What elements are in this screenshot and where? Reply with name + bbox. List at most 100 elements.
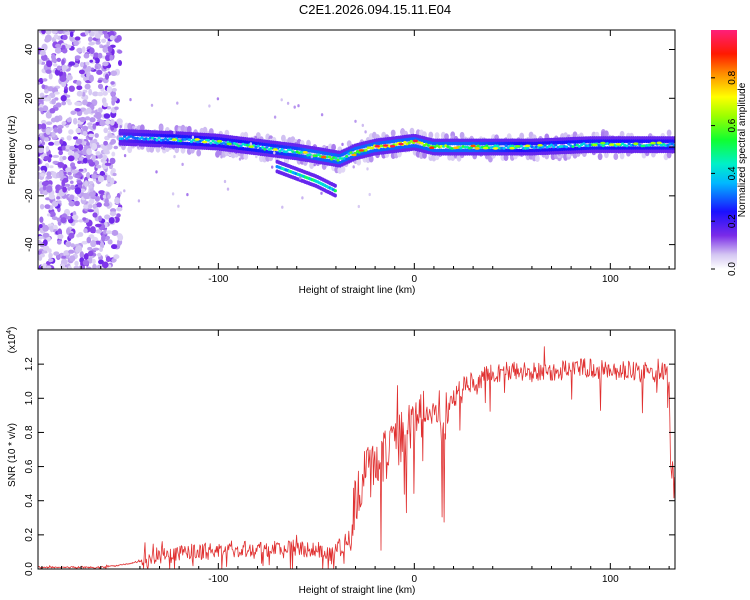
heatmap-cell bbox=[53, 140, 61, 146]
heatmap-cell bbox=[379, 147, 383, 152]
heatmap-cell bbox=[302, 151, 308, 154]
heatmap-cell bbox=[472, 151, 476, 156]
heatmap-cell bbox=[44, 137, 50, 142]
heatmap-cell bbox=[102, 61, 109, 67]
heatmap-cell bbox=[577, 136, 582, 141]
heatmap-cell bbox=[216, 139, 223, 143]
heatmap-cell bbox=[76, 234, 80, 238]
heatmap-cell bbox=[452, 138, 457, 143]
heatmap-cell bbox=[522, 141, 525, 146]
heatmap-cell bbox=[634, 146, 638, 150]
heatmap-cell bbox=[511, 151, 515, 156]
heatmap-cell bbox=[87, 122, 93, 126]
heatmap-cell bbox=[295, 146, 299, 151]
heatmap-cell bbox=[435, 141, 439, 146]
heatmap-cell bbox=[465, 148, 469, 153]
heatmap-cell bbox=[95, 151, 101, 156]
heatmap-cell bbox=[69, 194, 75, 201]
heatmap-cell bbox=[573, 140, 577, 144]
heatmap-cell bbox=[173, 155, 176, 159]
heatmap-cell bbox=[334, 156, 338, 160]
heatmap-cell bbox=[254, 148, 258, 153]
x-tick-label: -100 bbox=[208, 274, 228, 285]
heatmap-cell bbox=[39, 203, 45, 210]
heatmap-cell bbox=[38, 153, 41, 157]
heatmap-cell bbox=[552, 140, 556, 145]
heatmap-cell bbox=[273, 151, 276, 155]
heatmap-cell bbox=[500, 151, 504, 156]
heatmap-cell bbox=[52, 63, 58, 67]
snr-frame bbox=[37, 329, 676, 570]
heatmap-cell bbox=[146, 133, 150, 137]
heatmap-cell bbox=[599, 146, 603, 150]
heatmap-cell bbox=[651, 146, 655, 150]
heatmap-cell bbox=[120, 137, 125, 141]
heatmap-cell bbox=[43, 97, 50, 102]
heatmap-cell bbox=[506, 141, 510, 146]
heatmap-cell bbox=[97, 175, 105, 183]
heatmap-cell bbox=[54, 91, 60, 95]
heatmap-cell bbox=[517, 148, 521, 153]
heatmap-cell bbox=[588, 143, 592, 147]
heatmap-cell bbox=[595, 148, 599, 154]
heatmap-cell bbox=[68, 200, 76, 207]
heatmap-cell bbox=[62, 155, 67, 161]
heatmap-cell bbox=[485, 144, 489, 148]
heatmap-cell bbox=[304, 148, 308, 152]
x-tick-label: 100 bbox=[602, 274, 619, 285]
heatmap-cell bbox=[202, 140, 208, 144]
heatmap-cell bbox=[463, 148, 467, 153]
heatmap-cell bbox=[474, 147, 480, 150]
heatmap-cell bbox=[309, 162, 314, 169]
heatmap-cell bbox=[310, 155, 314, 159]
heatmap-cell bbox=[94, 65, 99, 70]
heatmap-cell bbox=[187, 138, 191, 142]
heatmap-cell bbox=[614, 139, 618, 143]
heatmap-cell bbox=[157, 133, 161, 138]
heatmap-cell bbox=[171, 192, 175, 196]
heatmap-cell bbox=[41, 181, 49, 187]
heatmap-cell bbox=[48, 253, 53, 258]
heatmap-cell bbox=[354, 119, 357, 123]
heatmap-cell bbox=[334, 160, 338, 164]
heatmap-cell bbox=[80, 73, 85, 78]
heatmap-cell bbox=[51, 58, 57, 63]
heatmap-cell bbox=[117, 60, 123, 66]
heatmap-cell bbox=[496, 138, 500, 143]
heatmap-cell bbox=[368, 192, 371, 197]
heatmap-cell bbox=[109, 119, 115, 126]
heatmap-cell bbox=[603, 146, 607, 150]
heatmap-cell bbox=[470, 148, 474, 153]
heatmap-cell bbox=[109, 35, 115, 41]
heatmap-cell bbox=[265, 143, 269, 147]
heatmap-cell bbox=[84, 30, 89, 36]
heatmap-cell bbox=[321, 155, 327, 159]
heatmap-cell bbox=[157, 136, 161, 140]
heatmap-cell bbox=[299, 176, 302, 180]
heatmap-cell bbox=[45, 121, 53, 126]
heatmap-cell bbox=[95, 164, 102, 169]
heatmap-cell bbox=[487, 151, 491, 156]
heatmap-cell bbox=[563, 147, 566, 151]
heatmap-cell bbox=[601, 146, 605, 150]
heatmap-cell bbox=[398, 142, 404, 146]
heatmap-cell bbox=[346, 140, 352, 148]
heatmap-cell bbox=[306, 139, 311, 147]
heatmap-cell bbox=[560, 149, 564, 155]
heatmap-cell bbox=[57, 233, 64, 240]
heatmap-cell bbox=[487, 148, 491, 153]
heatmap-cell bbox=[638, 139, 642, 143]
heatmap-cell bbox=[230, 138, 234, 143]
heatmap-cell bbox=[670, 142, 674, 146]
heatmap-cell bbox=[334, 153, 338, 157]
heatmap-cell bbox=[66, 215, 71, 220]
heatmap-cell bbox=[42, 232, 50, 238]
heatmap-cell bbox=[383, 144, 389, 147]
heatmap-cell bbox=[45, 127, 51, 135]
heatmap-cell bbox=[668, 136, 672, 141]
heatmap-cell bbox=[483, 148, 487, 153]
heatmap-cell bbox=[265, 149, 269, 154]
heatmap-cell bbox=[92, 212, 98, 218]
heatmap-cell bbox=[98, 190, 105, 195]
heatmap-cell bbox=[127, 132, 131, 136]
